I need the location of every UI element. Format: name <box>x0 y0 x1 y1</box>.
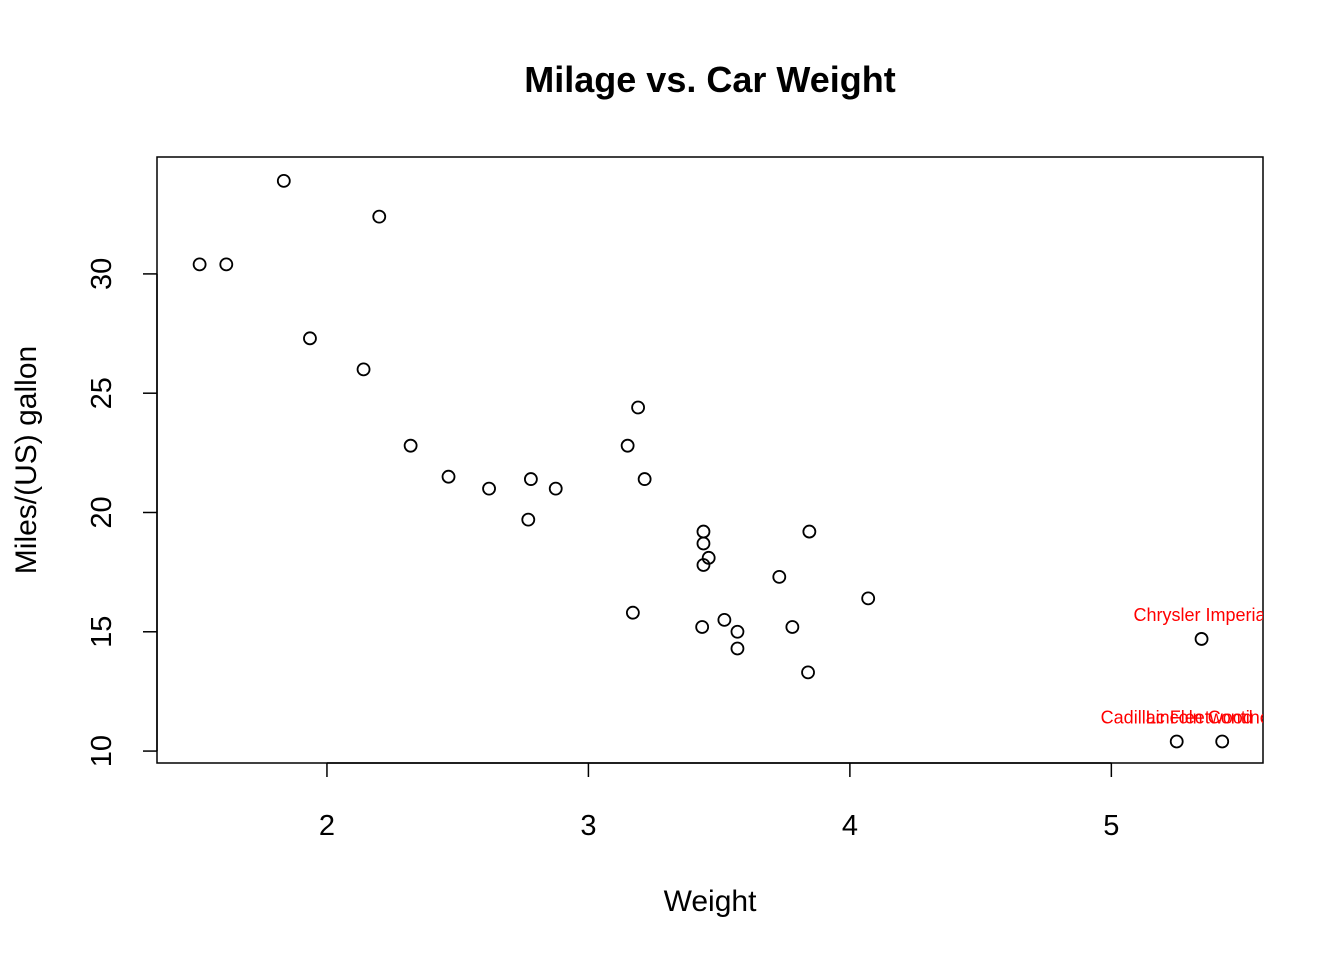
data-point <box>717 612 732 627</box>
x-tick-label: 3 <box>580 810 596 842</box>
y-tick-label: 15 <box>86 616 118 648</box>
x-axis: 2 3 4 5 <box>319 762 1119 842</box>
data-point <box>620 438 635 453</box>
y-axis-label: Miles/(US) gallon <box>10 346 43 574</box>
point-annotation-label: Chrysler Imperial <box>1134 605 1270 625</box>
point-annotation-label: Lincoln Continental <box>1146 708 1299 728</box>
data-point <box>521 512 536 527</box>
data-point <box>276 173 291 188</box>
point-annotation-label: Cadillac Fleetwood <box>1101 708 1253 728</box>
data-point <box>696 558 711 572</box>
data-point <box>372 209 387 224</box>
data-point <box>801 665 815 680</box>
data-point <box>403 438 418 453</box>
y-axis: 10 15 20 25 30 <box>86 258 158 767</box>
plot-frame <box>156 156 1264 764</box>
data-point <box>441 469 456 484</box>
data-point <box>730 624 745 639</box>
data-point <box>1215 734 1230 749</box>
data-point <box>802 524 817 539</box>
data-point <box>696 524 711 539</box>
chart-title: Milage vs. Car Weight <box>524 59 895 100</box>
data-point <box>695 620 710 634</box>
data-point <box>1169 734 1184 749</box>
y-tick-label: 30 <box>86 258 118 290</box>
data-point <box>192 257 207 272</box>
y-tick-label: 25 <box>86 377 118 409</box>
data-point <box>356 362 371 377</box>
x-tick-label: 5 <box>1103 810 1119 842</box>
data-point <box>482 481 496 496</box>
data-point <box>637 472 652 486</box>
data-point <box>772 570 787 584</box>
y-tick-label: 20 <box>86 496 118 528</box>
data-point <box>625 605 640 620</box>
data-point <box>219 257 234 272</box>
data-point <box>303 331 317 346</box>
data-point <box>631 400 645 415</box>
data-point <box>785 620 800 634</box>
data-point <box>861 591 876 606</box>
data-point <box>730 641 745 656</box>
x-axis-label: Weight <box>664 885 757 918</box>
x-tick-label: 2 <box>319 810 335 842</box>
data-points <box>192 173 1230 749</box>
data-point <box>696 536 711 551</box>
y-tick-label: 10 <box>86 735 118 767</box>
data-point <box>548 481 563 496</box>
data-point <box>1194 632 1209 646</box>
x-tick-label: 4 <box>842 810 858 842</box>
data-point <box>523 472 538 486</box>
